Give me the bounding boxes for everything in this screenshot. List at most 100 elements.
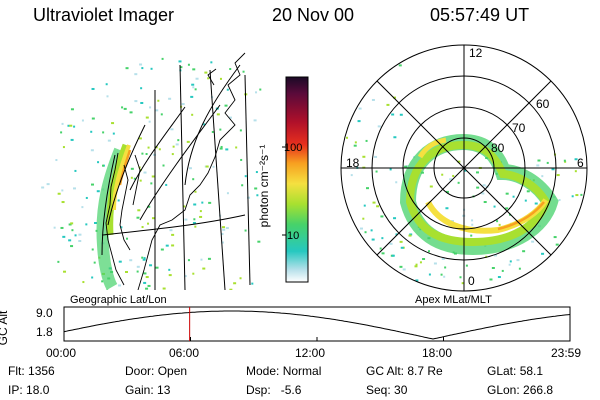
- noise-speckle: [90, 130, 93, 133]
- noise-speckle: [136, 270, 139, 273]
- noise-speckle: [91, 248, 94, 251]
- noise-speckle: [184, 218, 188, 221]
- noise-speckle: [233, 282, 237, 285]
- noise-speckle: [496, 220, 499, 223]
- noise-speckle: [160, 248, 164, 251]
- noise-speckle: [184, 275, 187, 278]
- noise-speckle: [136, 216, 140, 219]
- noise-speckle: [139, 63, 143, 66]
- noise-speckle: [226, 88, 229, 91]
- noise-speckle: [170, 128, 174, 131]
- noise-speckle: [451, 220, 455, 223]
- geographic-auroral-oval: [96, 143, 132, 290]
- noise-speckle: [157, 99, 160, 102]
- noise-speckle: [138, 137, 142, 140]
- noise-speckle: [254, 187, 258, 190]
- info-seq: Seq: 30: [366, 383, 408, 397]
- noise-speckle: [102, 164, 105, 167]
- noise-speckle: [398, 64, 402, 67]
- noise-speckle: [251, 282, 254, 285]
- noise-speckle: [190, 95, 194, 98]
- noise-speckle: [161, 57, 164, 60]
- noise-speckle: [391, 113, 395, 116]
- noise-speckle: [91, 87, 95, 90]
- noise-speckle: [365, 139, 368, 142]
- noise-speckle: [78, 240, 82, 243]
- noise-speckle: [162, 164, 165, 167]
- noise-speckle: [160, 113, 163, 116]
- noise-speckle: [141, 152, 144, 155]
- noise-speckle: [376, 205, 380, 208]
- noise-speckle: [162, 287, 166, 290]
- noise-speckle: [168, 97, 172, 100]
- colorbar-gradient: [285, 76, 309, 283]
- noise-speckle: [381, 252, 385, 255]
- polar-grid: [340, 44, 588, 292]
- noise-speckle: [440, 273, 443, 276]
- time-tick-0000: 00:00: [46, 346, 77, 360]
- noise-speckle: [129, 111, 133, 114]
- noise-speckle: [457, 181, 460, 184]
- time-tick-1200: 12:00: [295, 346, 326, 360]
- noise-speckle: [111, 122, 115, 125]
- noise-speckle: [253, 119, 257, 122]
- noise-speckle: [429, 185, 433, 188]
- noise-speckle: [192, 68, 196, 71]
- noise-speckle: [177, 139, 180, 142]
- noise-speckle: [228, 116, 232, 119]
- noise-speckle: [563, 159, 566, 162]
- noise-speckle: [428, 273, 431, 276]
- noise-speckle: [493, 254, 497, 257]
- noise-speckle: [235, 146, 238, 149]
- noise-speckle: [475, 171, 479, 174]
- noise-speckle: [142, 258, 146, 261]
- noise-speckle: [210, 61, 213, 64]
- noise-speckle: [91, 117, 95, 120]
- info-door: Door: Open: [125, 364, 188, 378]
- noise-speckle: [580, 193, 583, 196]
- noise-speckle: [489, 278, 493, 281]
- noise-speckle: [386, 103, 390, 106]
- noise-speckle: [137, 209, 141, 212]
- lat-label-60: 60: [536, 97, 550, 111]
- noise-speckle: [259, 88, 262, 91]
- noise-speckle: [220, 145, 223, 148]
- noise-speckle: [402, 246, 405, 249]
- noise-speckle: [205, 165, 209, 168]
- noise-speckle: [393, 217, 397, 220]
- noise-speckle: [199, 215, 203, 218]
- noise-speckle: [194, 88, 197, 91]
- noise-speckle: [187, 63, 190, 66]
- intensity-colorbar: [282, 76, 309, 283]
- noise-speckle: [93, 261, 96, 264]
- noise-speckle: [195, 77, 199, 80]
- noise-speckle: [255, 171, 258, 174]
- noise-speckle: [501, 269, 504, 272]
- info-gain: Gain: 13: [125, 383, 171, 397]
- noise-speckle: [471, 223, 474, 226]
- noise-speckle: [574, 158, 578, 161]
- noise-speckle: [126, 237, 129, 240]
- noise-speckle: [415, 263, 418, 266]
- noise-speckle: [143, 171, 147, 174]
- noise-speckle: [46, 183, 50, 186]
- noise-speckle: [117, 199, 120, 202]
- noise-speckle: [133, 177, 136, 180]
- noise-speckle: [102, 131, 105, 134]
- noise-speckle: [57, 192, 61, 195]
- noise-speckle: [457, 160, 461, 163]
- noise-speckle: [165, 183, 168, 186]
- noise-speckle: [106, 95, 109, 98]
- noise-speckle: [91, 183, 95, 186]
- noise-speckle: [192, 221, 196, 224]
- noise-speckle: [181, 103, 185, 106]
- noise-speckle: [370, 229, 373, 232]
- noise-speckle: [393, 96, 397, 99]
- noise-speckle: [229, 68, 232, 71]
- altitude-curve: [63, 310, 571, 340]
- noise-speckle: [125, 67, 129, 70]
- noise-speckle: [551, 168, 555, 171]
- noise-speckle: [118, 260, 122, 263]
- noise-speckle: [399, 113, 403, 116]
- noise-speckle: [345, 136, 348, 139]
